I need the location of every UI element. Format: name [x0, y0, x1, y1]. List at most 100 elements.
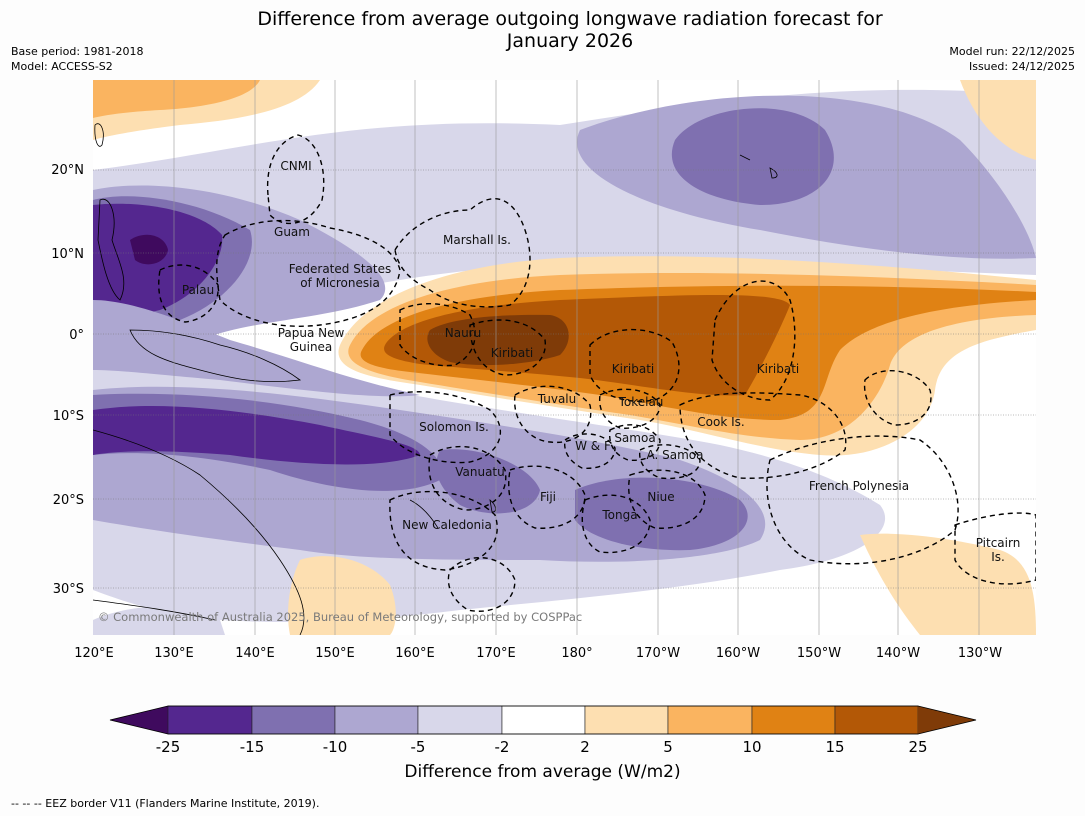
- colorbar-tick-5: -2: [495, 738, 510, 756]
- colorbar-segment-4: [417, 705, 503, 735]
- eez-palau: [158, 264, 219, 323]
- eez-tuvalu: [513, 385, 592, 444]
- eez-french-polynesia: [766, 435, 959, 565]
- label-pitcairn-line2: Is.: [991, 550, 1005, 564]
- copyright-notice: © Commonwealth of Australia 2025, Bureau…: [98, 610, 582, 624]
- anomaly-region-orange-northwest: [93, 80, 260, 118]
- eez-tonga: [581, 494, 651, 554]
- colorbar-tick-3: -10: [323, 738, 348, 756]
- colorbar-tick-6: 2: [580, 738, 590, 756]
- anomaly-field: [93, 80, 1036, 635]
- label-kiribati-east: Kiribati: [757, 362, 799, 376]
- colorbar-tick-8: 10: [742, 738, 761, 756]
- lat-label-10s: 10°S: [53, 409, 84, 424]
- label-fiji: Fiji: [540, 490, 556, 504]
- lon-label-150w: 150°W: [797, 646, 841, 661]
- eez-cnmi: [266, 134, 325, 225]
- anomaly-region-light-orange-tasman: [288, 556, 396, 635]
- label-fsm-line2: of Micronesia: [300, 276, 380, 290]
- eez-american-samoa: [638, 444, 701, 480]
- issued-date: Issued: 24/12/2025: [968, 60, 1075, 73]
- coast-philippines: [97, 198, 125, 301]
- label-tokelau: Tokelau: [618, 395, 664, 409]
- colorbar-segment-2: [251, 705, 336, 735]
- colorbar-segment-1: [167, 705, 253, 735]
- anomaly-region-medium-purple-png: [93, 300, 420, 397]
- label-kiribati-west: Kiribati: [491, 346, 533, 360]
- coast-australia-east: [93, 429, 305, 635]
- label-cnmi: CNMI: [280, 159, 311, 173]
- colorbar-segment-3: [334, 705, 419, 735]
- label-tuvalu: Tuvalu: [537, 392, 577, 406]
- label-wallis-futuna: W & F: [575, 439, 611, 453]
- colorbar-segment-7: [667, 705, 753, 735]
- eez-norfolk: [447, 556, 516, 612]
- colorbar-tick-10: 25: [908, 738, 927, 756]
- lon-label-150e: 150°E: [315, 646, 355, 661]
- meta-right: Model run: 22/12/2025 Issued: 24/12/2025: [949, 44, 1075, 74]
- eez-fiji: [508, 465, 586, 529]
- colorbar-tick-9: 15: [825, 738, 844, 756]
- lat-label-20s: 20°S: [53, 493, 84, 508]
- eez-niue: [628, 469, 706, 529]
- lon-label-140w: 140°W: [876, 646, 920, 661]
- lon-label-170w: 170°W: [636, 646, 680, 661]
- base-period: Base period: 1981-2018: [11, 45, 144, 58]
- anomaly-region-darkest-purple: [130, 234, 168, 265]
- colorbar-tick-4: -5: [411, 738, 426, 756]
- graticule: [93, 169, 1036, 589]
- lat-label-30s: 30°S: [53, 582, 84, 597]
- place-labels: CNMI Guam Marshall Is. Federated States …: [182, 159, 1020, 564]
- colorbar-segment-5: [501, 705, 586, 735]
- label-french-polynesia: French Polynesia: [809, 479, 909, 493]
- eez-kiribati-west: [469, 319, 546, 376]
- anomaly-region-purple-hawaii: [671, 108, 834, 205]
- label-guam: Guam: [274, 225, 310, 239]
- colorbar: -25 -15 -10 -5 -2 2 5 10 15 25: [109, 705, 977, 756]
- label-png-line2: Guinea: [290, 340, 333, 354]
- label-american-samoa: A. Samoa: [647, 448, 704, 462]
- eez-pitcairn: [954, 512, 1036, 585]
- lat-label-10n: 10°N: [51, 247, 84, 262]
- latitude-labels: 20°N 10°N 0° 10°S 20°S 30°S: [51, 163, 84, 597]
- model-run: Model run: 22/12/2025: [949, 45, 1075, 58]
- label-pitcairn-line1: Pitcairn: [976, 536, 1021, 550]
- colorbar-extend-low: [110, 706, 168, 734]
- colorbar-segment-6: [584, 705, 669, 735]
- label-palau: Palau: [182, 283, 214, 297]
- eez-cook: [679, 392, 847, 479]
- lon-label-140e: 140°E: [235, 646, 275, 661]
- eez-marshall: [394, 198, 531, 308]
- eez-vanuatu: [428, 445, 507, 511]
- eez-fsm: [216, 219, 401, 327]
- label-solomon: Solomon Is.: [419, 420, 489, 434]
- eez-tokelau: [598, 388, 661, 429]
- label-cook: Cook Is.: [697, 415, 744, 429]
- label-samoa: Samoa: [614, 431, 655, 445]
- lat-label-20n: 20°N: [51, 163, 84, 178]
- meridians: [173, 80, 980, 635]
- anomaly-region-dark-purple-coral-sea: [93, 405, 420, 465]
- anomaly-region-light-purple-australia: [93, 606, 225, 635]
- label-kiribati-central: Kiribati: [612, 362, 654, 376]
- label-niue: Niue: [647, 490, 674, 504]
- title-line-2: January 2026: [506, 30, 634, 52]
- coastlines: [93, 123, 778, 635]
- anomaly-region-dark-brown-nauru: [427, 314, 569, 366]
- label-vanuatu: Vanuatu: [455, 465, 505, 479]
- title-line-1: Difference from average outgoing longwav…: [257, 8, 883, 30]
- lon-label-160w: 160°W: [716, 646, 760, 661]
- label-tonga: Tonga: [601, 508, 637, 522]
- anomaly-region-purple-vanuatu: [436, 449, 540, 514]
- model-name: Model: ACCESS-S2: [11, 60, 113, 73]
- eez-nauru: [399, 302, 476, 367]
- eez-footnote: -- -- -- EEZ border V11 (Flanders Marine…: [11, 797, 320, 810]
- chart-title: Difference from average outgoing longwav…: [0, 8, 1085, 52]
- colorbar-tick-2: -15: [240, 738, 265, 756]
- lon-label-130w: 130°W: [958, 646, 1002, 661]
- lon-label-160e: 160°E: [395, 646, 435, 661]
- colorbar-extend-high: [918, 706, 976, 734]
- colorbar-title: Difference from average (W/m2): [404, 762, 681, 782]
- label-new-caledonia: New Caledonia: [402, 518, 492, 532]
- meta-left: Base period: 1981-2018 Model: ACCESS-S2: [11, 44, 143, 74]
